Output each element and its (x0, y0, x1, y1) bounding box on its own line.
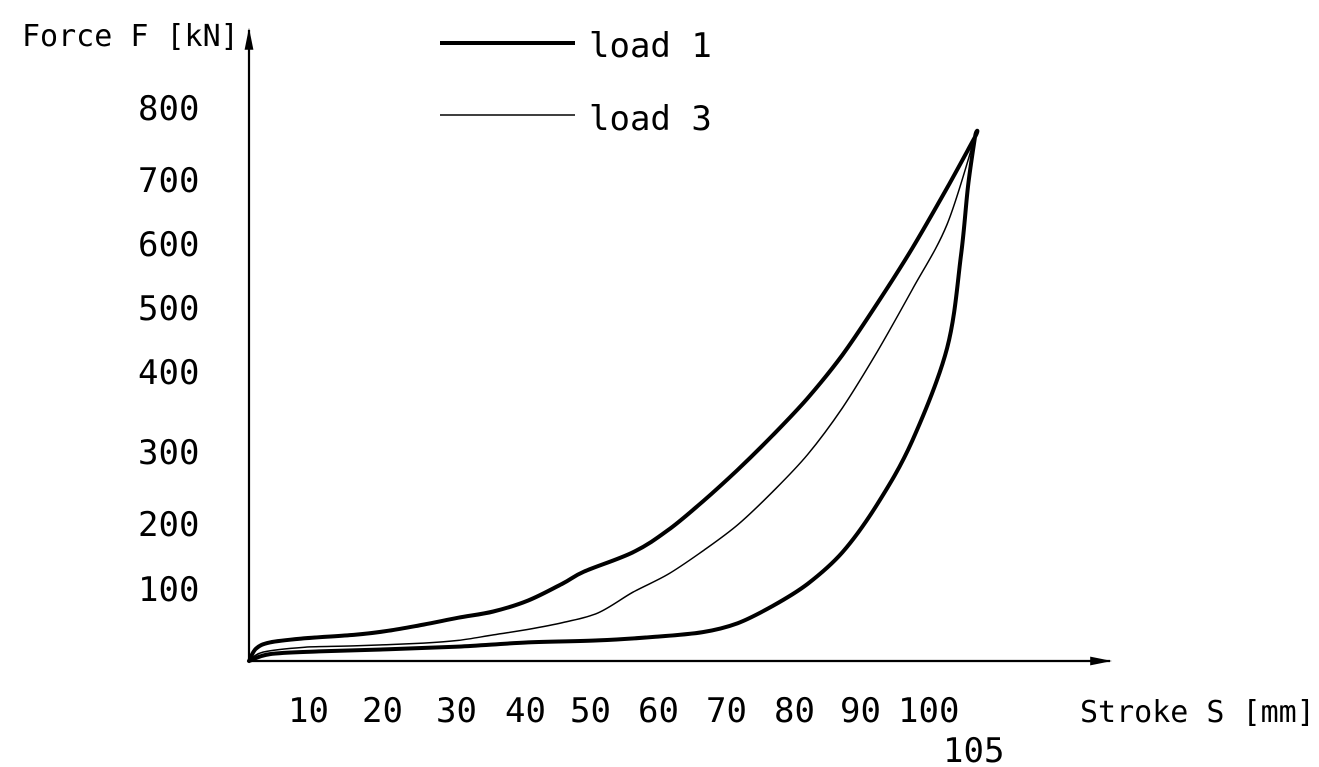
legend: load 1 load 3 (440, 26, 712, 139)
series-line-load-3 (248, 136, 976, 662)
x-tick-labels: 10 20 30 40 50 60 70 80 90 100 105 (288, 691, 1004, 767)
x-tick-label: 100 (898, 691, 959, 731)
x-tick-label: 30 (436, 691, 477, 731)
legend-label-load-1: load 1 (589, 26, 712, 66)
legend-label-load-3: load 3 (589, 99, 712, 139)
y-tick-label: 400 (138, 353, 199, 393)
x-tick-label: 50 (570, 691, 611, 731)
x-tick-label: 20 (362, 691, 403, 731)
y-tick-label: 500 (138, 289, 199, 329)
y-tick-labels: 100 200 300 400 500 600 700 800 (138, 89, 199, 610)
x-tick-label: 105 (943, 731, 1004, 767)
x-tick-label: 80 (774, 691, 815, 731)
x-tick-label: 60 (638, 691, 679, 731)
y-tick-label: 100 (138, 570, 199, 610)
y-tick-label: 300 (138, 433, 199, 473)
x-tick-label: 10 (288, 691, 329, 731)
y-axis-label: Force F [kN] (22, 19, 239, 54)
x-tick-label: 90 (840, 691, 881, 731)
y-tick-label: 700 (138, 161, 199, 201)
y-tick-label: 600 (138, 225, 199, 265)
x-axis-label: Stroke S [mm] (1080, 695, 1315, 730)
x-tick-label: 70 (706, 691, 747, 731)
y-tick-label: 200 (138, 505, 199, 545)
x-tick-label: 40 (505, 691, 546, 731)
series-group (247, 128, 980, 663)
series-line-load-1 (247, 128, 980, 663)
y-tick-label: 800 (138, 89, 199, 129)
